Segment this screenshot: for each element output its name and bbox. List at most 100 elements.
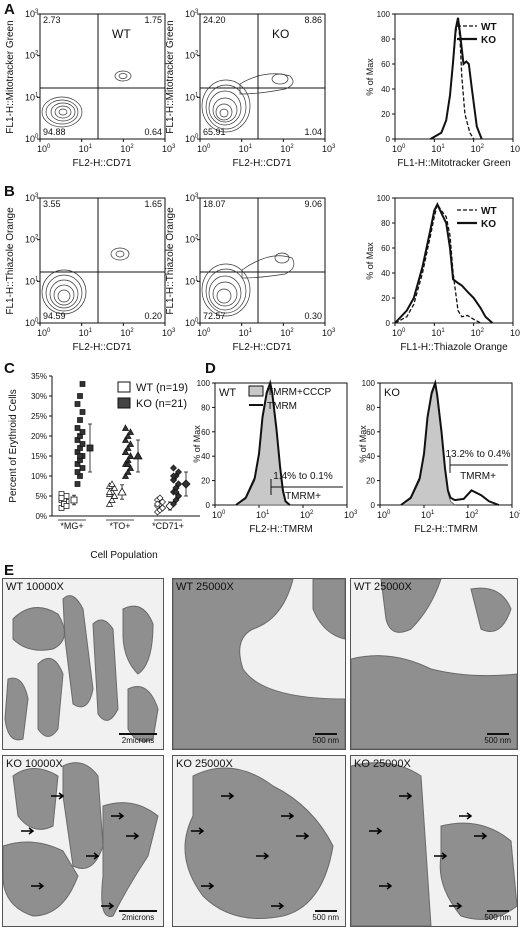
y-tick-label: 80 — [366, 403, 375, 412]
data-point — [170, 464, 177, 472]
series-ko — [430, 17, 483, 140]
x-tick-label: 103 — [322, 328, 336, 338]
d-ko-xlabel: FL2-H::TMRM — [414, 524, 477, 535]
em-image-title: KO 25000X — [354, 758, 411, 770]
y-tick-label: 102 — [185, 235, 199, 245]
histogram-d-ko: KO 13.2% to 0.4% TMRM+ — [379, 379, 513, 506]
y-tick-label: 102 — [25, 51, 39, 61]
scale-bar: 500 nm — [312, 910, 339, 922]
x-tick-label: 102 — [120, 328, 134, 338]
series-tmrm — [400, 379, 500, 506]
x-tick-label: 101 — [79, 144, 93, 154]
x-tick-label: 102 — [280, 144, 294, 154]
scale-bar: 500 nm — [484, 910, 511, 922]
legend: WT (n=19) KO (n=21) — [117, 381, 188, 410]
quadrant-lr: 0.20 — [144, 311, 162, 321]
y-tick-label: 103 — [185, 9, 199, 19]
data-point — [170, 500, 177, 508]
em-cells — [184, 767, 334, 919]
arrow-icon — [434, 852, 448, 860]
a-ko-ylabel: FL1-H::Mitotracker Green — [165, 20, 176, 133]
y-tick-label: 35% — [31, 372, 47, 381]
scale-bar-label: 2microns — [121, 736, 155, 745]
data-point — [124, 444, 132, 451]
em-image-title: WT 10000X — [6, 581, 64, 593]
y-tick-label: 100 — [197, 379, 211, 388]
x-tick-label: 103 — [509, 510, 520, 520]
quadrant-lr: 0.64 — [144, 127, 162, 137]
log-ticks: 100 101 102 103 — [392, 139, 520, 154]
em-cells — [351, 579, 517, 749]
a-ko-xlabel: FL2-H::CD71 — [233, 158, 292, 169]
quadrant-ll: 72.57 — [203, 311, 226, 321]
x-tick-label: 103 — [510, 328, 520, 338]
hist-b-ylabel: % of Max — [365, 242, 375, 280]
x-tick-label: 102 — [471, 328, 485, 338]
dot-plot-c: 0% 5% 10% 15% 20% 25% 30% 35% *MG+ *TO+ *CD71+ WT… — [31, 372, 200, 531]
quadrant-ur: 8.86 — [304, 15, 322, 25]
d-wt-ylabel: % of Max — [192, 425, 202, 463]
legend-ko: KO (n=21) — [136, 398, 187, 410]
data-point — [79, 381, 86, 387]
y-tick-label: 40 — [381, 85, 390, 94]
contour-plot-a-wt: 2.73 1.75 94.88 0.64 WT — [39, 13, 166, 140]
y-tick-label: 40 — [381, 269, 390, 278]
mean-marker — [70, 496, 78, 504]
y-tick-label: 103 — [25, 9, 39, 19]
a-wt-xlabel: FL2-H::CD71 — [73, 158, 132, 169]
x-tick-label: 100 — [392, 144, 406, 154]
y-tick-label: 15% — [31, 452, 47, 461]
y-tick-label: 0 — [386, 135, 391, 144]
y-tick-label: 0 — [386, 319, 391, 328]
y-tick-label: 20 — [381, 294, 390, 303]
y-tick-label: 5% — [35, 492, 47, 501]
category-label: *CD71+ — [152, 521, 184, 531]
arrow-markers — [191, 792, 310, 910]
histogram-b-curves — [394, 201, 494, 324]
c-points — [58, 381, 191, 516]
data-point — [108, 496, 116, 503]
x-tick-label: 103 — [162, 328, 176, 338]
data-point — [77, 453, 83, 459]
y-tick-label: 100 — [362, 379, 376, 388]
em-image: WT 25000X 500 nm — [350, 578, 518, 750]
y-tick-label: 40 — [201, 452, 210, 461]
b-ko-xlabel: FL2-H::CD71 — [233, 342, 292, 353]
y-tick-label: 101 — [185, 92, 199, 102]
group-label-ko: KO — [384, 387, 400, 399]
group-label-wt: WT — [219, 387, 236, 399]
quadrant-ul: 24.20 — [203, 15, 226, 25]
x-tick-label: 100 — [377, 510, 391, 520]
scale-bar-label: 500 nm — [484, 736, 511, 745]
em-cells — [173, 579, 345, 749]
y-tick-label: 101 — [25, 92, 39, 102]
data-point — [105, 488, 114, 495]
arrow-icon — [86, 852, 100, 860]
gate-text: 13.2% to 0.4% — [445, 449, 510, 460]
x-tick-label: 101 — [431, 328, 445, 338]
arrow-icon — [31, 882, 45, 890]
category-label: *MG+ — [60, 521, 83, 531]
data-point — [154, 500, 161, 508]
y-tick-label: 0% — [35, 512, 47, 521]
gate-label: TMRM+ — [285, 491, 321, 502]
y-tick-label: 20 — [201, 477, 210, 486]
em-image: KO 10000X 2microns — [2, 755, 164, 927]
quadrant-ll: 65.91 — [203, 127, 226, 137]
em-image: KO 25000X 500 nm — [172, 755, 346, 927]
arrow-icon — [221, 792, 235, 800]
contour-lines — [201, 252, 295, 317]
x-tick-label: 102 — [465, 510, 479, 520]
y-tick-label: 60 — [366, 428, 375, 437]
data-point — [156, 494, 164, 502]
panel-letter-b: B — [4, 183, 15, 200]
contour-lines — [41, 247, 130, 315]
legend-ko: KO — [481, 219, 496, 230]
data-point — [124, 432, 132, 439]
x-tick-label: 103 — [344, 510, 358, 520]
arrow-icon — [21, 827, 35, 835]
data-point — [58, 495, 65, 501]
d-ko-curves — [399, 379, 500, 506]
x-tick-label: 103 — [322, 144, 336, 154]
